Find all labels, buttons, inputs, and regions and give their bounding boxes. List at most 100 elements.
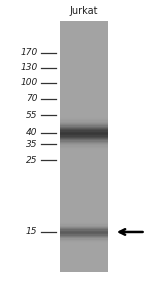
Bar <box>60 41 108 43</box>
Text: 40: 40 <box>26 128 38 137</box>
Bar <box>60 173 108 175</box>
Bar <box>60 208 108 210</box>
Bar <box>60 251 108 252</box>
Bar <box>60 266 108 267</box>
Bar <box>60 139 108 141</box>
Bar <box>60 59 108 60</box>
Bar <box>60 256 108 257</box>
Bar <box>60 40 108 41</box>
Bar <box>60 216 108 217</box>
Bar <box>60 212 108 213</box>
Bar <box>60 31 108 33</box>
Bar <box>60 148 108 149</box>
Bar <box>60 171 108 172</box>
Bar <box>60 129 108 131</box>
Bar <box>60 63 108 64</box>
Bar <box>60 46 108 48</box>
Bar <box>60 119 108 121</box>
Bar <box>60 204 108 206</box>
Bar <box>60 221 108 222</box>
Bar <box>60 147 108 148</box>
Bar <box>60 237 108 239</box>
Bar <box>60 241 108 242</box>
Bar <box>60 172 108 173</box>
Bar <box>60 231 108 232</box>
Bar <box>60 227 108 228</box>
Bar <box>60 70 108 72</box>
Bar <box>60 104 108 105</box>
Bar <box>60 152 108 153</box>
Bar <box>60 244 108 246</box>
Bar <box>60 179 108 181</box>
Bar <box>60 162 108 163</box>
Bar <box>60 122 108 123</box>
Text: 25: 25 <box>26 156 38 165</box>
Bar <box>60 242 108 244</box>
Bar <box>60 95 108 97</box>
Bar <box>60 218 108 220</box>
Bar <box>60 150 108 152</box>
Bar <box>60 219 108 221</box>
Bar <box>60 34 108 35</box>
Bar <box>60 94 108 96</box>
Bar <box>60 232 108 233</box>
Bar <box>60 142 108 143</box>
Bar <box>60 233 108 235</box>
Bar <box>60 228 108 230</box>
Bar <box>60 108 108 109</box>
Bar <box>60 184 108 186</box>
Bar <box>60 45 108 47</box>
Bar <box>60 61 108 63</box>
Bar <box>60 177 108 178</box>
Bar <box>60 89 108 91</box>
Text: 70: 70 <box>26 94 38 103</box>
Bar <box>60 65 108 67</box>
Bar <box>60 128 108 129</box>
Bar <box>60 180 108 182</box>
Bar <box>60 68 108 69</box>
Bar <box>60 160 108 162</box>
Bar <box>60 21 108 23</box>
Bar <box>60 69 108 70</box>
Bar <box>60 130 108 132</box>
Bar <box>60 88 108 89</box>
Bar <box>60 182 108 183</box>
Bar <box>60 26 108 28</box>
Bar <box>60 114 108 116</box>
Text: 55: 55 <box>26 111 38 120</box>
Bar <box>60 86 108 88</box>
Bar <box>60 75 108 77</box>
Bar <box>60 257 108 259</box>
Bar <box>60 206 108 207</box>
Bar <box>60 136 108 138</box>
Bar <box>60 164 108 166</box>
Bar <box>60 113 108 114</box>
Bar <box>60 207 108 208</box>
Bar <box>60 80 108 82</box>
Bar <box>60 255 108 256</box>
Bar <box>60 39 108 40</box>
Bar <box>60 213 108 215</box>
Bar <box>60 38 108 39</box>
Bar <box>60 90 108 92</box>
Bar <box>60 154 108 156</box>
Bar <box>60 50 108 52</box>
Bar <box>60 203 108 205</box>
Bar <box>60 110 108 112</box>
Bar <box>60 192 108 193</box>
Bar <box>60 163 108 164</box>
Bar <box>60 64 108 65</box>
Bar <box>60 259 108 261</box>
Bar <box>60 79 108 80</box>
Bar <box>60 115 108 117</box>
Bar <box>60 144 108 146</box>
Bar <box>60 102 108 103</box>
Bar <box>60 252 108 254</box>
Bar <box>60 43 108 44</box>
Bar <box>60 132 108 133</box>
Bar <box>60 84 108 85</box>
Bar <box>60 217 108 219</box>
Text: Jurkat: Jurkat <box>70 6 98 16</box>
Text: 15: 15 <box>26 228 38 237</box>
Bar <box>60 125 108 127</box>
